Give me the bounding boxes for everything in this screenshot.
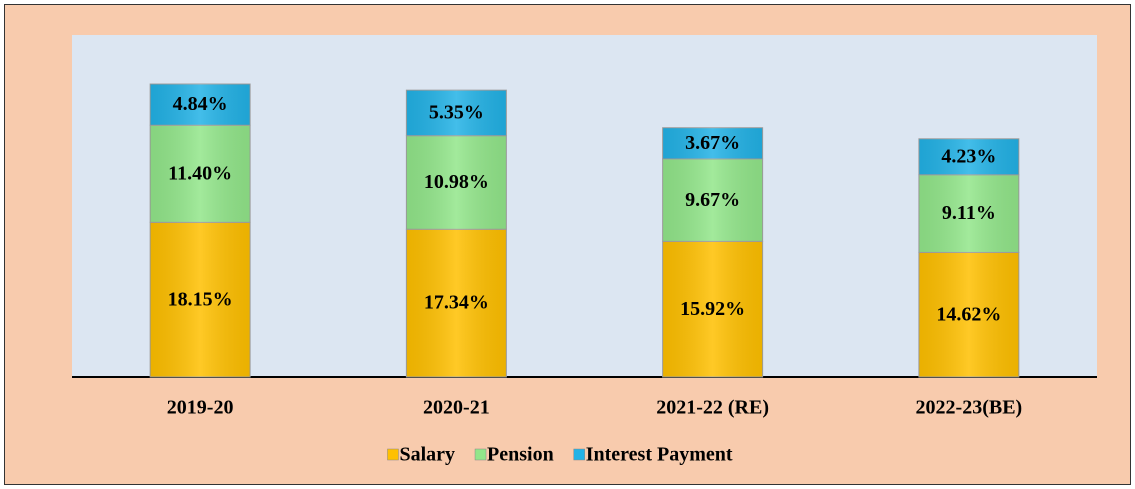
x-tick-label: 2021-22 (RE): [656, 397, 769, 419]
bar-shine: [150, 83, 251, 126]
data-label: 9.11%: [942, 202, 996, 224]
bar-shine: [662, 158, 763, 242]
bar-shine: [406, 229, 507, 377]
bar-shine: [150, 222, 251, 377]
bar-shine: [918, 252, 1019, 377]
legend-swatch: [573, 448, 585, 461]
data-label: 15.92%: [680, 298, 745, 320]
data-label: 4.23%: [941, 145, 996, 167]
data-label: 4.84%: [173, 93, 228, 115]
data-label: 11.40%: [168, 162, 232, 184]
legend-swatch: [387, 448, 399, 461]
data-label: 17.34%: [424, 292, 489, 314]
bar-shine: [918, 174, 1019, 253]
data-label: 18.15%: [168, 288, 233, 310]
bar-shine: [406, 135, 507, 230]
x-tick-label: 2019-20: [167, 397, 234, 419]
bar-shine: [662, 127, 763, 159]
x-tick-label: 2020-21: [423, 397, 490, 419]
bar-shine: [150, 125, 251, 223]
bar-shine: [662, 241, 763, 377]
data-label: 10.98%: [424, 171, 489, 193]
legend-swatch: [474, 448, 487, 461]
legend-label: Salary: [399, 444, 455, 466]
data-label: 5.35%: [429, 102, 484, 124]
x-tick-label: 2022-23(BE): [916, 397, 1023, 419]
data-label: 9.67%: [685, 189, 740, 211]
bar-shine: [406, 90, 507, 136]
data-label: 14.62%: [936, 303, 1001, 325]
legend-label: Interest Payment: [586, 444, 733, 466]
legend-label: Pension: [487, 444, 554, 466]
data-label: 3.67%: [685, 132, 740, 154]
bar-shine: [918, 138, 1019, 175]
legend: Salary Pension Interest Payment: [387, 444, 733, 466]
